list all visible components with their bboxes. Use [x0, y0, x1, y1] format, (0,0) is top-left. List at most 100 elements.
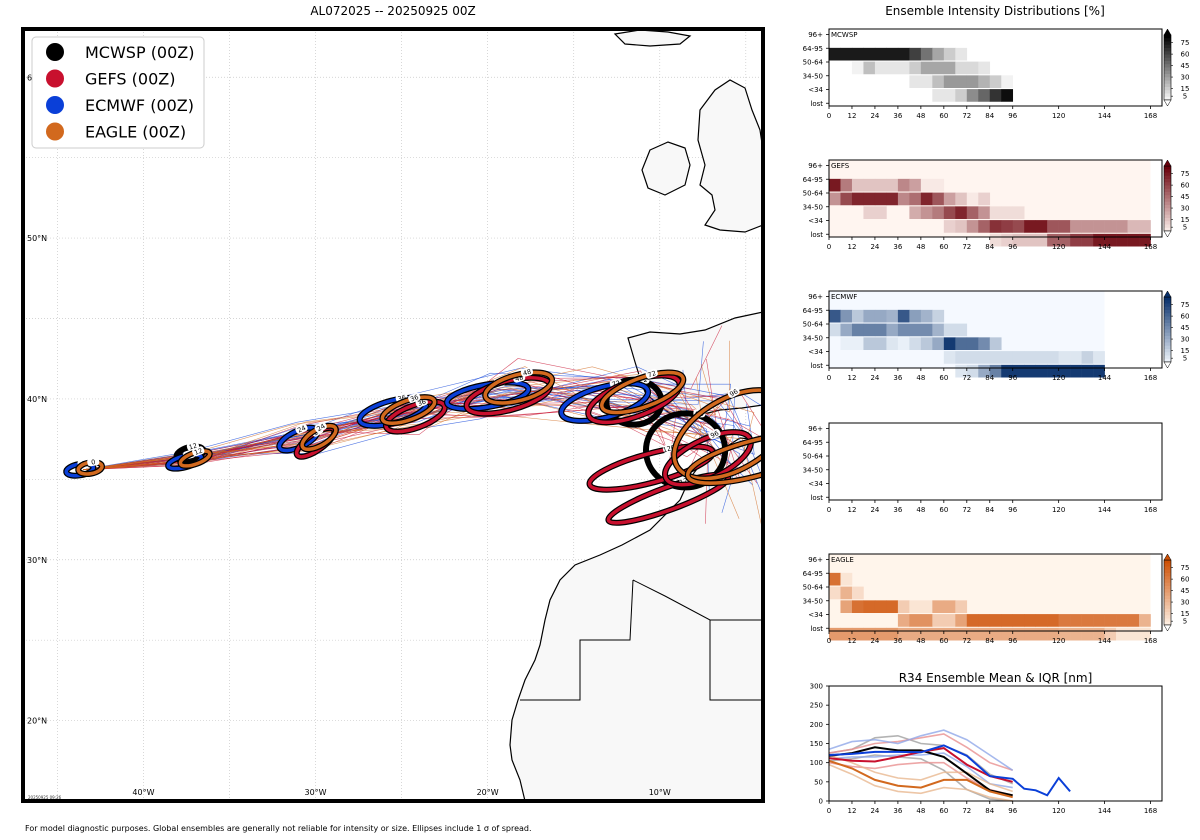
map-panel: 0012121224242436363648484872727272961201… [21, 27, 765, 803]
colorbar-tick-label: 45 [1181, 62, 1190, 70]
ellipse-label: 36 [397, 393, 407, 403]
ellipse-label: 24 [296, 424, 307, 435]
heatmap-cell [863, 323, 876, 337]
heatmap-cell [851, 47, 864, 61]
heatmap-xtick-label: 96 [1008, 243, 1017, 251]
colorbar-tick-label: 5 [1183, 224, 1187, 232]
lon-tick-label: 40°W [132, 788, 154, 797]
heatmap-cell [920, 75, 933, 88]
heatmap-ytick-label: 34-50 [803, 466, 823, 474]
heatmap-cell [886, 337, 899, 350]
heatmap-cell [840, 47, 853, 61]
heatmap-cell [897, 600, 910, 613]
heatmap-cell [943, 89, 956, 102]
heatmap-cell [932, 309, 945, 323]
heatmap-ytick-label: lost [810, 231, 823, 239]
heatmap-xtick-label: 0 [827, 243, 831, 251]
heatmap-cell [1093, 220, 1105, 233]
heatmap-cell [989, 233, 1002, 247]
heatmap-cell [966, 220, 979, 233]
heatmap-cell [863, 627, 876, 641]
uncertainty-ellipse: 24 [299, 421, 339, 453]
legend-marker [46, 122, 64, 141]
r34-xtick-label: 60 [939, 807, 948, 815]
heatmap-cell [1024, 233, 1036, 247]
heatmap-cell [1012, 233, 1025, 247]
heatmap-cell [978, 220, 991, 233]
heatmap-ytick-label: 50-64 [803, 190, 824, 198]
heatmap-ytick-label: 64-95 [803, 570, 823, 578]
heatmap-cell [897, 309, 910, 323]
legend-marker [46, 43, 64, 61]
heatmap-cell [966, 614, 979, 627]
colorbar-tick-label: 15 [1181, 347, 1190, 355]
heatmap-cell [920, 178, 933, 192]
heatmap-cell [932, 337, 945, 350]
map-legend: MCWSP (00Z) GEFS (00Z) ECMWF (00Z) EAGLE (0… [31, 36, 205, 149]
legend-label: EAGLE (00Z) [85, 123, 186, 142]
heatmap-cell [943, 220, 956, 233]
heatmap-cell [932, 600, 945, 613]
r34-ytick-label: 300 [810, 683, 823, 691]
colorbar-tick-label: 5 [1183, 618, 1187, 626]
heatmap-cell [851, 61, 864, 75]
heatmap-cell [955, 220, 968, 233]
heatmap-cell [1139, 233, 1151, 247]
heatmap-cell [1127, 627, 1140, 641]
heatmap-cell [966, 351, 979, 364]
heatmap-cell [851, 337, 864, 350]
heatmap-cell [1012, 364, 1025, 378]
heatmap-cell [1001, 364, 1014, 378]
heatmap-ytick-label: 64-95 [803, 439, 823, 447]
ellipse-label-bg [727, 387, 740, 398]
heatmap-cell [989, 89, 1002, 102]
right-title: Ensemble Intensity Distributions [%] [885, 4, 1105, 18]
heatmap-cell [874, 206, 887, 219]
heatmap-cell [851, 178, 864, 192]
r34-ytick-label: 250 [810, 702, 823, 710]
heatmap-cell [1058, 364, 1071, 378]
ellipse-label: 36 [417, 398, 428, 408]
colorbar-tick-label: 60 [1181, 182, 1190, 190]
heatmap-xtick-label: 72 [962, 112, 971, 120]
heatmap-cell [1047, 614, 1059, 627]
heatmap-cell [909, 323, 922, 337]
heatmap-cell [840, 572, 853, 586]
heatmap-ytick-label: lost [810, 494, 823, 502]
heatmap-cell [1001, 206, 1014, 219]
heatmap-cell [886, 178, 899, 192]
colorbar-tick-label: 60 [1181, 51, 1190, 59]
heatmap-cell [943, 600, 956, 613]
heatmap-xtick-label: 84 [985, 506, 994, 514]
intensity-panel-eagle: EAGLE 96+ 64-95 50-64 34-50 <34 lost 0 12 24 36 48 6… [803, 553, 1189, 645]
heatmap-cell [932, 614, 945, 627]
heatmap-cell [1047, 627, 1059, 641]
r34-xtick-label: 12 [848, 807, 857, 815]
heatmap-cell [1024, 614, 1036, 627]
heatmap-cell [1047, 364, 1059, 378]
heatmap-xtick-label: 12 [848, 243, 857, 251]
heatmap-xtick-label: 24 [870, 637, 879, 645]
heatmap-xtick-label: 168 [1144, 637, 1157, 645]
heatmap-xtick-label: 36 [893, 112, 902, 120]
heatmap-cell [978, 75, 991, 88]
ensemble-track [83, 372, 735, 470]
map-stamp: 20250925 09:26 [28, 795, 62, 800]
r34-ytick-label: 150 [810, 740, 823, 748]
heatmap-cell [955, 600, 968, 613]
heatmap-ytick-label: lost [810, 362, 823, 370]
r34-xtick-label: 96 [1008, 807, 1017, 815]
ellipse-label-bg [295, 423, 308, 434]
heatmap-ytick-label: 50-64 [803, 453, 824, 461]
intensity-panel-gefs: GEFS 96+ 64-95 50-64 34-50 <34 lost 0 12 24 36 48 60… [803, 159, 1190, 251]
heatmap-cell [1104, 614, 1117, 627]
heatmap-cell [840, 309, 853, 323]
heatmap-xtick-label: 60 [939, 637, 948, 645]
heatmap-xtick-label: 60 [939, 506, 948, 514]
colorbar-tick-label: 75 [1181, 301, 1190, 309]
r34-xtick-label: 144 [1098, 807, 1112, 815]
heatmap-cell [863, 206, 876, 219]
heatmap-cell [932, 192, 945, 206]
heatmap-cell [840, 627, 853, 641]
heatmap-cell [1070, 627, 1082, 641]
